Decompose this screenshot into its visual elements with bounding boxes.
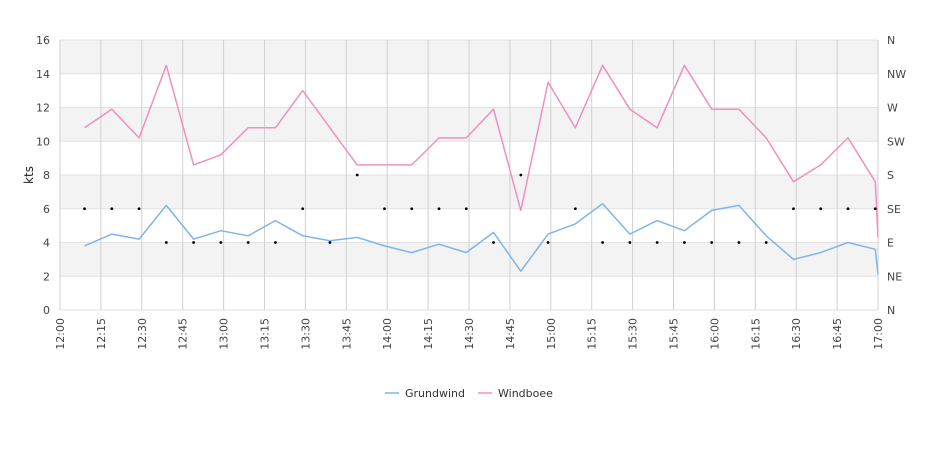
y-tick-label: 2 bbox=[43, 270, 50, 283]
series-line-grundwind bbox=[84, 202, 879, 275]
y-tick-label: 12 bbox=[36, 102, 50, 115]
right-tick-label: N bbox=[887, 304, 895, 317]
x-tick-label: 15:00 bbox=[545, 318, 558, 350]
right-tick-label: S bbox=[887, 169, 894, 182]
direction-point bbox=[164, 241, 168, 244]
series-lines bbox=[84, 64, 879, 275]
direction-point bbox=[737, 241, 741, 244]
direction-point bbox=[328, 241, 332, 244]
y-tick-label: 8 bbox=[43, 169, 50, 182]
direction-point bbox=[601, 241, 605, 244]
x-tick-label: 13:00 bbox=[218, 318, 231, 350]
right-tick-label: SE bbox=[887, 203, 901, 216]
direction-point bbox=[710, 241, 714, 244]
y-axis-title: kts bbox=[22, 166, 36, 184]
x-tick-label: 14:15 bbox=[422, 318, 435, 350]
direction-point bbox=[137, 207, 141, 211]
x-tick-label: 13:45 bbox=[340, 318, 353, 350]
x-tick-label: 15:30 bbox=[627, 318, 640, 350]
y-tick-label: 0 bbox=[43, 304, 50, 317]
right-tick-label: NE bbox=[887, 270, 902, 283]
series-line-windboee bbox=[84, 64, 879, 238]
direction-point bbox=[274, 241, 277, 244]
y-tick-label: 4 bbox=[43, 237, 50, 250]
direction-point bbox=[546, 241, 550, 244]
direction-point bbox=[355, 173, 359, 177]
x-tick-label: 12:45 bbox=[177, 318, 190, 350]
legend: Grundwind Windboee bbox=[385, 387, 553, 400]
direction-point bbox=[110, 207, 114, 211]
x-tick-label: 15:15 bbox=[586, 318, 599, 350]
legend-label: Grundwind bbox=[405, 387, 465, 400]
x-tick-label: 14:45 bbox=[504, 318, 517, 350]
direction-point bbox=[846, 207, 850, 211]
right-tick-label: W bbox=[887, 102, 898, 115]
right-tick-label: E bbox=[887, 237, 894, 250]
x-tick-label: 16:30 bbox=[790, 318, 803, 350]
direction-point bbox=[519, 173, 523, 177]
direction-markers bbox=[83, 173, 877, 244]
direction-point bbox=[437, 207, 441, 211]
x-tick-label: 13:30 bbox=[299, 318, 312, 350]
legend-label: Windboee bbox=[498, 387, 553, 400]
direction-point bbox=[301, 207, 305, 211]
y-tick-label: 10 bbox=[36, 135, 50, 148]
direction-point bbox=[410, 207, 414, 211]
right-tick-label: N bbox=[887, 34, 895, 47]
direction-point bbox=[873, 207, 877, 211]
right-tick-label: NW bbox=[887, 68, 906, 81]
y-tick-label: 16 bbox=[36, 34, 50, 47]
direction-point bbox=[628, 241, 632, 244]
direction-point bbox=[246, 241, 250, 244]
direction-point bbox=[819, 207, 823, 211]
direction-point bbox=[192, 241, 196, 244]
gridlines bbox=[59, 39, 879, 311]
x-tick-label: 17:00 bbox=[872, 318, 885, 350]
direction-point bbox=[573, 207, 577, 211]
x-tick-label: 12:15 bbox=[95, 318, 108, 350]
x-tick-label: 15:45 bbox=[668, 318, 681, 350]
x-tick-label: 16:00 bbox=[708, 318, 721, 350]
y-tick-label: 6 bbox=[43, 203, 50, 216]
x-tick-label: 16:15 bbox=[749, 318, 762, 350]
x-tick-label: 12:00 bbox=[54, 318, 67, 350]
y-axis-ticks: 0 2 4 6 8 10 12 14 16 bbox=[36, 34, 50, 317]
direction-point bbox=[219, 241, 223, 244]
y-tick-label: 14 bbox=[36, 68, 50, 81]
x-tick-label: 16:45 bbox=[831, 318, 844, 350]
direction-point bbox=[383, 207, 386, 211]
right-axis-ticks: N NE E SE S SW W NW N bbox=[887, 34, 906, 317]
direction-point bbox=[492, 241, 495, 244]
x-axis-ticks: 12:00 12:15 12:30 12:45 13:00 13:15 13:30 13:45… bbox=[54, 318, 885, 350]
direction-point bbox=[83, 207, 86, 211]
direction-point bbox=[764, 241, 768, 244]
direction-point bbox=[792, 207, 795, 211]
direction-point bbox=[655, 241, 659, 244]
x-tick-label: 14:30 bbox=[463, 318, 476, 350]
right-tick-label: SW bbox=[887, 135, 905, 148]
direction-point bbox=[683, 241, 686, 244]
direction-point bbox=[464, 207, 468, 211]
x-tick-label: 12:30 bbox=[136, 318, 149, 350]
x-tick-label: 14:00 bbox=[381, 318, 394, 350]
x-tick-label: 13:15 bbox=[259, 318, 272, 350]
